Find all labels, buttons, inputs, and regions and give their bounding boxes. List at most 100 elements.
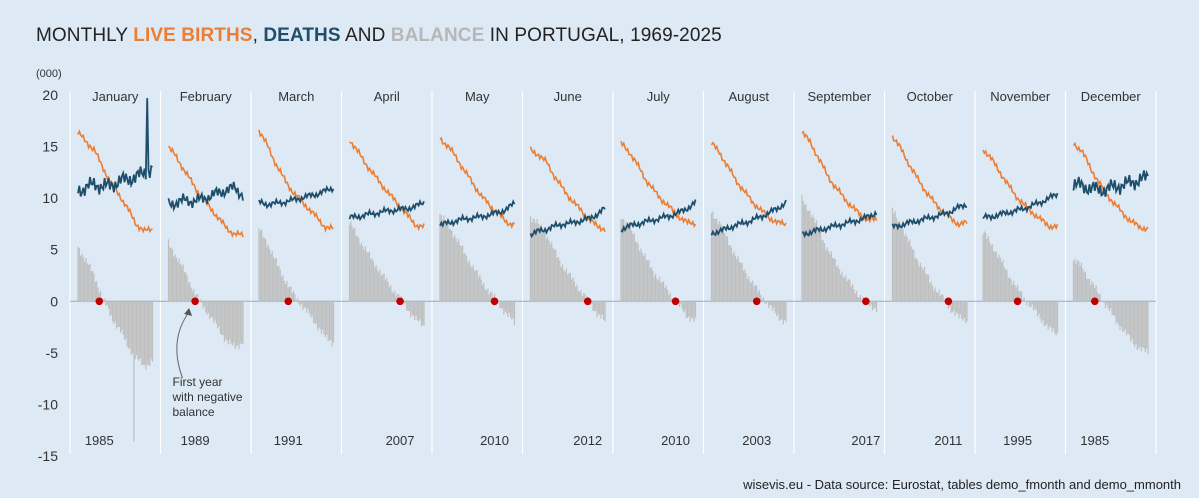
balance-bar <box>1128 301 1130 336</box>
balance-bar <box>1022 299 1024 302</box>
balance-bar <box>86 263 88 302</box>
balance-bar <box>1118 301 1120 326</box>
balance-bar <box>782 301 784 325</box>
balance-bar <box>290 286 292 302</box>
balance-bar <box>648 260 650 302</box>
y-tick-label: -5 <box>46 345 59 361</box>
balance-bar <box>749 281 751 302</box>
first-negative-marker <box>1013 297 1022 306</box>
balance-bar <box>1042 301 1044 321</box>
balance-bar <box>360 242 363 302</box>
balance-bar <box>1074 258 1076 302</box>
balance-bar <box>407 301 409 312</box>
balance-bar <box>286 281 288 302</box>
balance-bar <box>838 269 840 302</box>
balance-bar <box>555 249 557 302</box>
balance-bar <box>1072 261 1075 302</box>
balance-bar <box>943 301 945 302</box>
balance-bar <box>842 276 844 302</box>
balance-bar <box>770 301 772 306</box>
balance-bar <box>312 301 315 323</box>
balance-bar <box>191 291 194 302</box>
balance-bar <box>579 291 581 302</box>
balance-bar <box>1100 301 1103 303</box>
balance-bar <box>1126 301 1128 336</box>
balance-bar <box>229 301 231 340</box>
births-line <box>1072 141 1149 233</box>
balance-bar <box>117 301 119 327</box>
balance-bar <box>915 258 918 302</box>
balance-bar <box>649 268 651 302</box>
panel-month-label: February <box>180 89 233 104</box>
balance-bar <box>477 277 480 302</box>
balance-bar <box>780 301 782 320</box>
balance-bar <box>130 301 132 356</box>
balance-bar <box>951 301 953 313</box>
balance-bar <box>785 301 787 322</box>
balance-bar <box>295 300 297 302</box>
deaths-line <box>710 199 787 237</box>
balance-bar <box>1084 271 1087 302</box>
balance-bar <box>985 232 987 302</box>
balance-bar <box>134 301 136 360</box>
balance-bar <box>503 301 505 315</box>
balance-bar <box>680 301 682 304</box>
balance-bar <box>529 216 532 302</box>
balance-bar <box>1075 263 1077 302</box>
first-negative-marker <box>944 297 953 306</box>
balance-bar <box>633 233 635 302</box>
balance-bar <box>1076 260 1079 302</box>
balance-bar <box>939 295 941 302</box>
balance-bar <box>137 301 139 360</box>
balance-bar <box>1023 297 1025 302</box>
balance-bar <box>593 301 595 312</box>
balance-bar <box>306 301 308 313</box>
balance-bar <box>624 225 626 302</box>
balance-bar <box>170 247 172 302</box>
balance-bar <box>308 301 311 314</box>
balance-bar <box>149 301 151 366</box>
balance-bar <box>242 301 244 345</box>
balance-bar <box>824 243 826 302</box>
balance-bar <box>403 301 405 305</box>
balance-bar <box>692 301 694 319</box>
balance-bar <box>813 217 815 302</box>
balance-bar <box>1030 301 1032 308</box>
balance-bar <box>380 275 383 302</box>
balance-bar <box>408 301 410 311</box>
balance-bar <box>895 217 898 302</box>
balance-bar <box>592 301 594 311</box>
balance-bar <box>764 301 766 304</box>
balance-bar <box>203 301 206 307</box>
balance-bar <box>456 242 458 302</box>
balance-bar <box>871 301 874 311</box>
balance-bar <box>416 301 418 321</box>
balance-bar <box>652 270 654 302</box>
balance-bar <box>1090 284 1092 302</box>
balance-bar <box>223 301 225 342</box>
balance-bar <box>540 224 542 302</box>
balance-bar <box>837 265 839 302</box>
balance-bar <box>1011 284 1013 302</box>
balance-bar <box>197 293 199 302</box>
balance-bar <box>356 236 359 302</box>
balance-bar <box>1006 269 1008 302</box>
balance-bar <box>765 301 767 304</box>
balance-bar <box>993 251 995 302</box>
balance-bar <box>831 257 834 302</box>
balance-bar <box>754 284 757 302</box>
balance-bar <box>805 203 807 302</box>
balance-bar <box>640 248 642 302</box>
balance-bar <box>281 276 283 302</box>
balance-bar <box>199 299 202 302</box>
balance-bar <box>231 301 233 346</box>
balance-bar <box>368 251 371 302</box>
balance-bar <box>375 265 377 302</box>
balance-bar <box>294 294 296 302</box>
balance-bar <box>115 301 118 329</box>
births-line <box>982 149 1059 231</box>
balance-bar <box>897 221 899 302</box>
panel-month-label: January <box>92 89 139 104</box>
title-prefix: MONTHLY <box>36 25 134 46</box>
balance-bar <box>668 294 670 302</box>
